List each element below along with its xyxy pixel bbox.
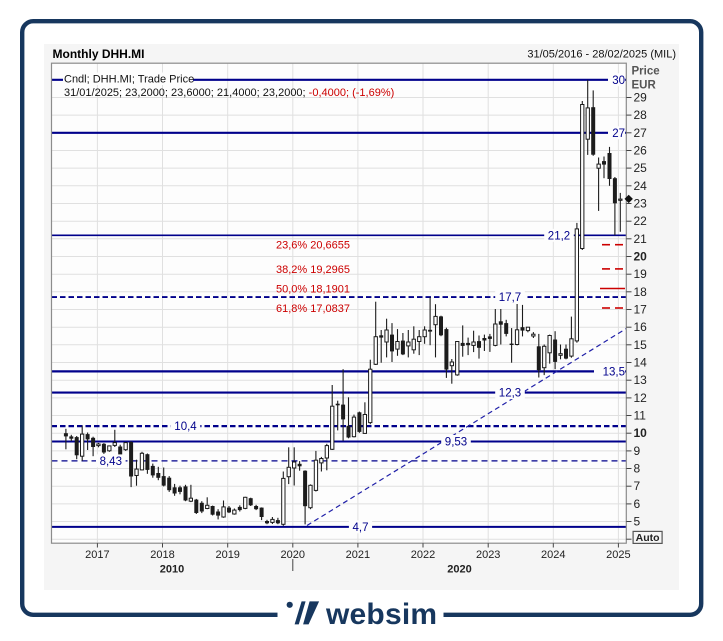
svg-text:8: 8 <box>634 462 641 476</box>
svg-text:12,3: 12,3 <box>499 388 521 400</box>
svg-text:7: 7 <box>634 479 641 493</box>
svg-text:17: 17 <box>634 303 648 317</box>
svg-text:31/01/2025; 23,2000; 23,6000;: 31/01/2025; 23,2000; 23,6000; 21,4000; 2… <box>64 87 394 99</box>
svg-text:30: 30 <box>612 75 625 87</box>
svg-text:2010: 2010 <box>160 564 184 576</box>
svg-text:2025: 2025 <box>606 549 630 561</box>
svg-text:13,5: 13,5 <box>603 366 625 378</box>
svg-text:61,8% 17,0837: 61,8% 17,0837 <box>276 303 350 315</box>
svg-text:27: 27 <box>612 128 625 140</box>
svg-text:16: 16 <box>634 320 648 334</box>
svg-text:2022: 2022 <box>411 549 435 561</box>
svg-text:10,4: 10,4 <box>174 421 197 433</box>
svg-text:Price: Price <box>632 66 660 78</box>
svg-text:5: 5 <box>634 515 641 529</box>
svg-text:2020: 2020 <box>447 564 471 576</box>
svg-text:14: 14 <box>634 356 648 370</box>
svg-text:26: 26 <box>634 144 648 158</box>
svg-text:10: 10 <box>634 426 648 440</box>
svg-text:2017: 2017 <box>85 549 109 561</box>
svg-text:29: 29 <box>634 91 648 105</box>
svg-text:Cndl; DHH.MI; Trade Price: Cndl; DHH.MI; Trade Price <box>64 74 194 86</box>
svg-text:9,53: 9,53 <box>445 437 467 449</box>
svg-text:17,7: 17,7 <box>499 292 521 304</box>
svg-text:9: 9 <box>634 444 641 458</box>
svg-text:6: 6 <box>634 497 641 511</box>
svg-text:4,7: 4,7 <box>353 522 369 534</box>
svg-text:27: 27 <box>634 126 648 140</box>
svg-text:23,6% 20,6655: 23,6% 20,6655 <box>276 240 350 252</box>
svg-text:2021: 2021 <box>346 549 370 561</box>
svg-text:13: 13 <box>634 373 648 387</box>
svg-text:24: 24 <box>634 179 648 193</box>
svg-text:2023: 2023 <box>476 549 500 561</box>
svg-text:15: 15 <box>634 338 648 352</box>
svg-text:21,2: 21,2 <box>548 230 570 242</box>
svg-text:Auto: Auto <box>636 532 660 544</box>
svg-text:Monthly DHH.MI: Monthly DHH.MI <box>53 47 145 61</box>
svg-text:19: 19 <box>634 267 648 281</box>
svg-text:23: 23 <box>634 197 648 211</box>
svg-text:2019: 2019 <box>215 549 239 561</box>
svg-text:18: 18 <box>634 285 648 299</box>
svg-text:8,43: 8,43 <box>100 456 122 468</box>
svg-text:50,0% 18,1901: 50,0% 18,1901 <box>276 284 350 296</box>
svg-text:2024: 2024 <box>541 549 565 561</box>
svg-text:websim: websim <box>325 598 437 631</box>
svg-text:12: 12 <box>634 391 648 405</box>
svg-text:31/05/2016 - 28/02/2025 (MIL): 31/05/2016 - 28/02/2025 (MIL) <box>527 49 676 61</box>
svg-text:EUR: EUR <box>632 80 657 92</box>
svg-text:11: 11 <box>634 409 647 423</box>
svg-text:25: 25 <box>634 161 648 175</box>
svg-text:38,2% 19,2965: 38,2% 19,2965 <box>276 264 350 276</box>
svg-text:28: 28 <box>634 108 648 122</box>
svg-text:22: 22 <box>634 214 648 228</box>
svg-text:2020: 2020 <box>281 549 305 561</box>
svg-text:20: 20 <box>634 250 648 264</box>
svg-text:2018: 2018 <box>150 549 174 561</box>
svg-text:21: 21 <box>634 232 648 246</box>
